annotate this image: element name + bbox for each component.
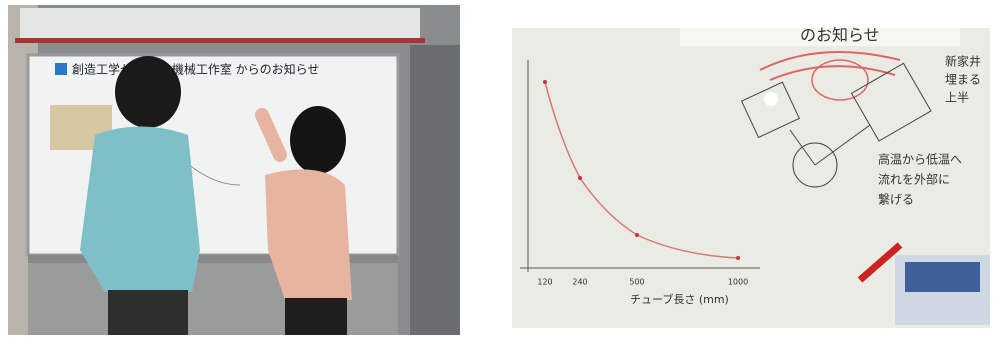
x-axis-label: チューブ長さ (mm) — [630, 292, 729, 306]
sign-square — [55, 63, 67, 75]
poster-photo — [905, 262, 980, 292]
screen-bar — [15, 38, 425, 43]
point — [635, 233, 639, 237]
x-tick-label: 500 — [629, 278, 644, 287]
x-tick-label: 120 — [537, 278, 552, 287]
note: 埋まる — [945, 73, 981, 87]
note: 流れを外部に — [878, 172, 950, 187]
glare — [764, 92, 778, 106]
point — [543, 80, 547, 84]
left-photo: 創造工学センター 機械工作室 からのお知らせ — [8, 5, 460, 335]
note: 繋げる — [878, 192, 914, 207]
man-head — [115, 56, 181, 128]
right-photo: のお知らせ 120 240 500 1000 チューブ長さ (mm) 新家井埋まる上半… — [512, 26, 990, 329]
sign-text: 創造工学センター 機械工作室 からのお知らせ — [72, 62, 319, 77]
point — [578, 176, 582, 180]
page: {"left_photo": {"sign": "創造工学センター 機械工作室 … — [0, 0, 997, 338]
man-pants — [108, 290, 188, 335]
man-jacket — [80, 127, 200, 293]
header-text: のお知らせ — [800, 26, 880, 45]
point — [736, 256, 740, 260]
x-tick-label: 240 — [572, 278, 587, 287]
note: 新家井 — [945, 54, 981, 69]
door — [410, 45, 460, 335]
screen — [20, 8, 420, 40]
note: 高温から低温へ — [878, 152, 962, 167]
woman-skirt — [285, 298, 347, 335]
note: 上半 — [945, 91, 969, 105]
x-tick-label: 1000 — [728, 278, 748, 287]
photos: 創造工学センター 機械工作室 からのお知らせ のお知らせ 120 240 500 10… — [0, 0, 997, 338]
woman-head — [290, 106, 346, 174]
